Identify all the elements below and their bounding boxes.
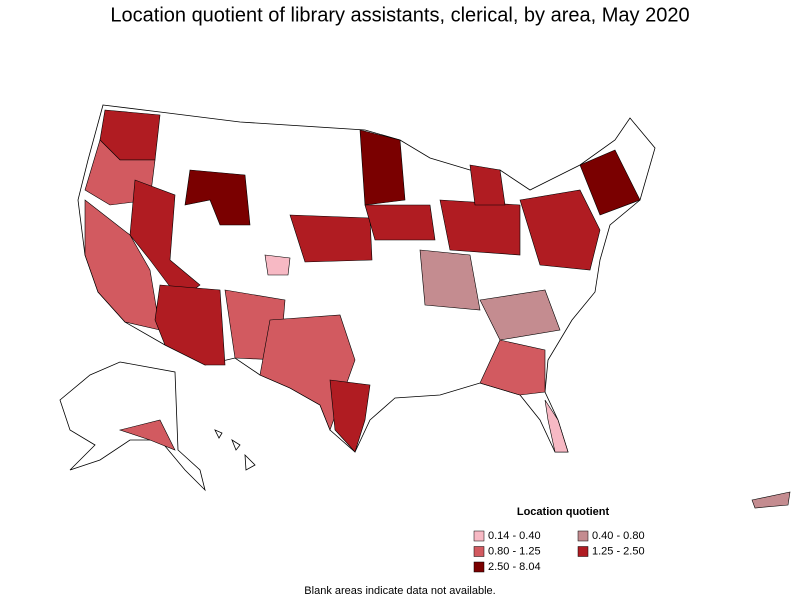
area <box>118 419 176 451</box>
footnote: Blank areas indicate data not available. <box>304 585 495 597</box>
area <box>419 249 481 311</box>
area <box>329 379 371 453</box>
area <box>544 399 569 453</box>
legend-swatch <box>577 546 589 557</box>
area <box>154 284 226 366</box>
legend-swatch <box>473 546 485 557</box>
area <box>439 199 521 256</box>
area <box>84 199 161 331</box>
area <box>264 254 291 276</box>
area <box>479 339 546 396</box>
us-map <box>59 104 791 509</box>
area <box>579 149 641 216</box>
legend: 0.14 - 0.40 0.40 - 0.80 0.80 - 1.25 1.25 - … <box>473 530 645 573</box>
map-title: Location quotient of library assistants,… <box>110 4 689 26</box>
legend-swatch <box>473 561 485 573</box>
area <box>479 289 561 341</box>
legend-swatch <box>577 530 589 542</box>
puerto-rico <box>751 491 791 509</box>
legend-label: 0.40 - 0.80 <box>592 530 645 542</box>
area <box>519 189 601 271</box>
legend-title: Location quotient <box>517 506 610 518</box>
legend-label: 0.80 - 1.25 <box>488 545 541 557</box>
legend-label: 2.50 - 8.04 <box>488 561 541 573</box>
hawaii <box>214 429 256 471</box>
area <box>289 214 373 263</box>
legend-label: 1.25 - 2.50 <box>592 545 645 557</box>
legend-swatch <box>473 530 485 542</box>
area <box>259 314 356 431</box>
legend-label: 0.14 - 0.40 <box>488 530 541 542</box>
area <box>364 204 436 241</box>
area <box>184 169 251 226</box>
alaska <box>59 361 206 492</box>
area <box>359 129 406 206</box>
area <box>469 164 506 206</box>
